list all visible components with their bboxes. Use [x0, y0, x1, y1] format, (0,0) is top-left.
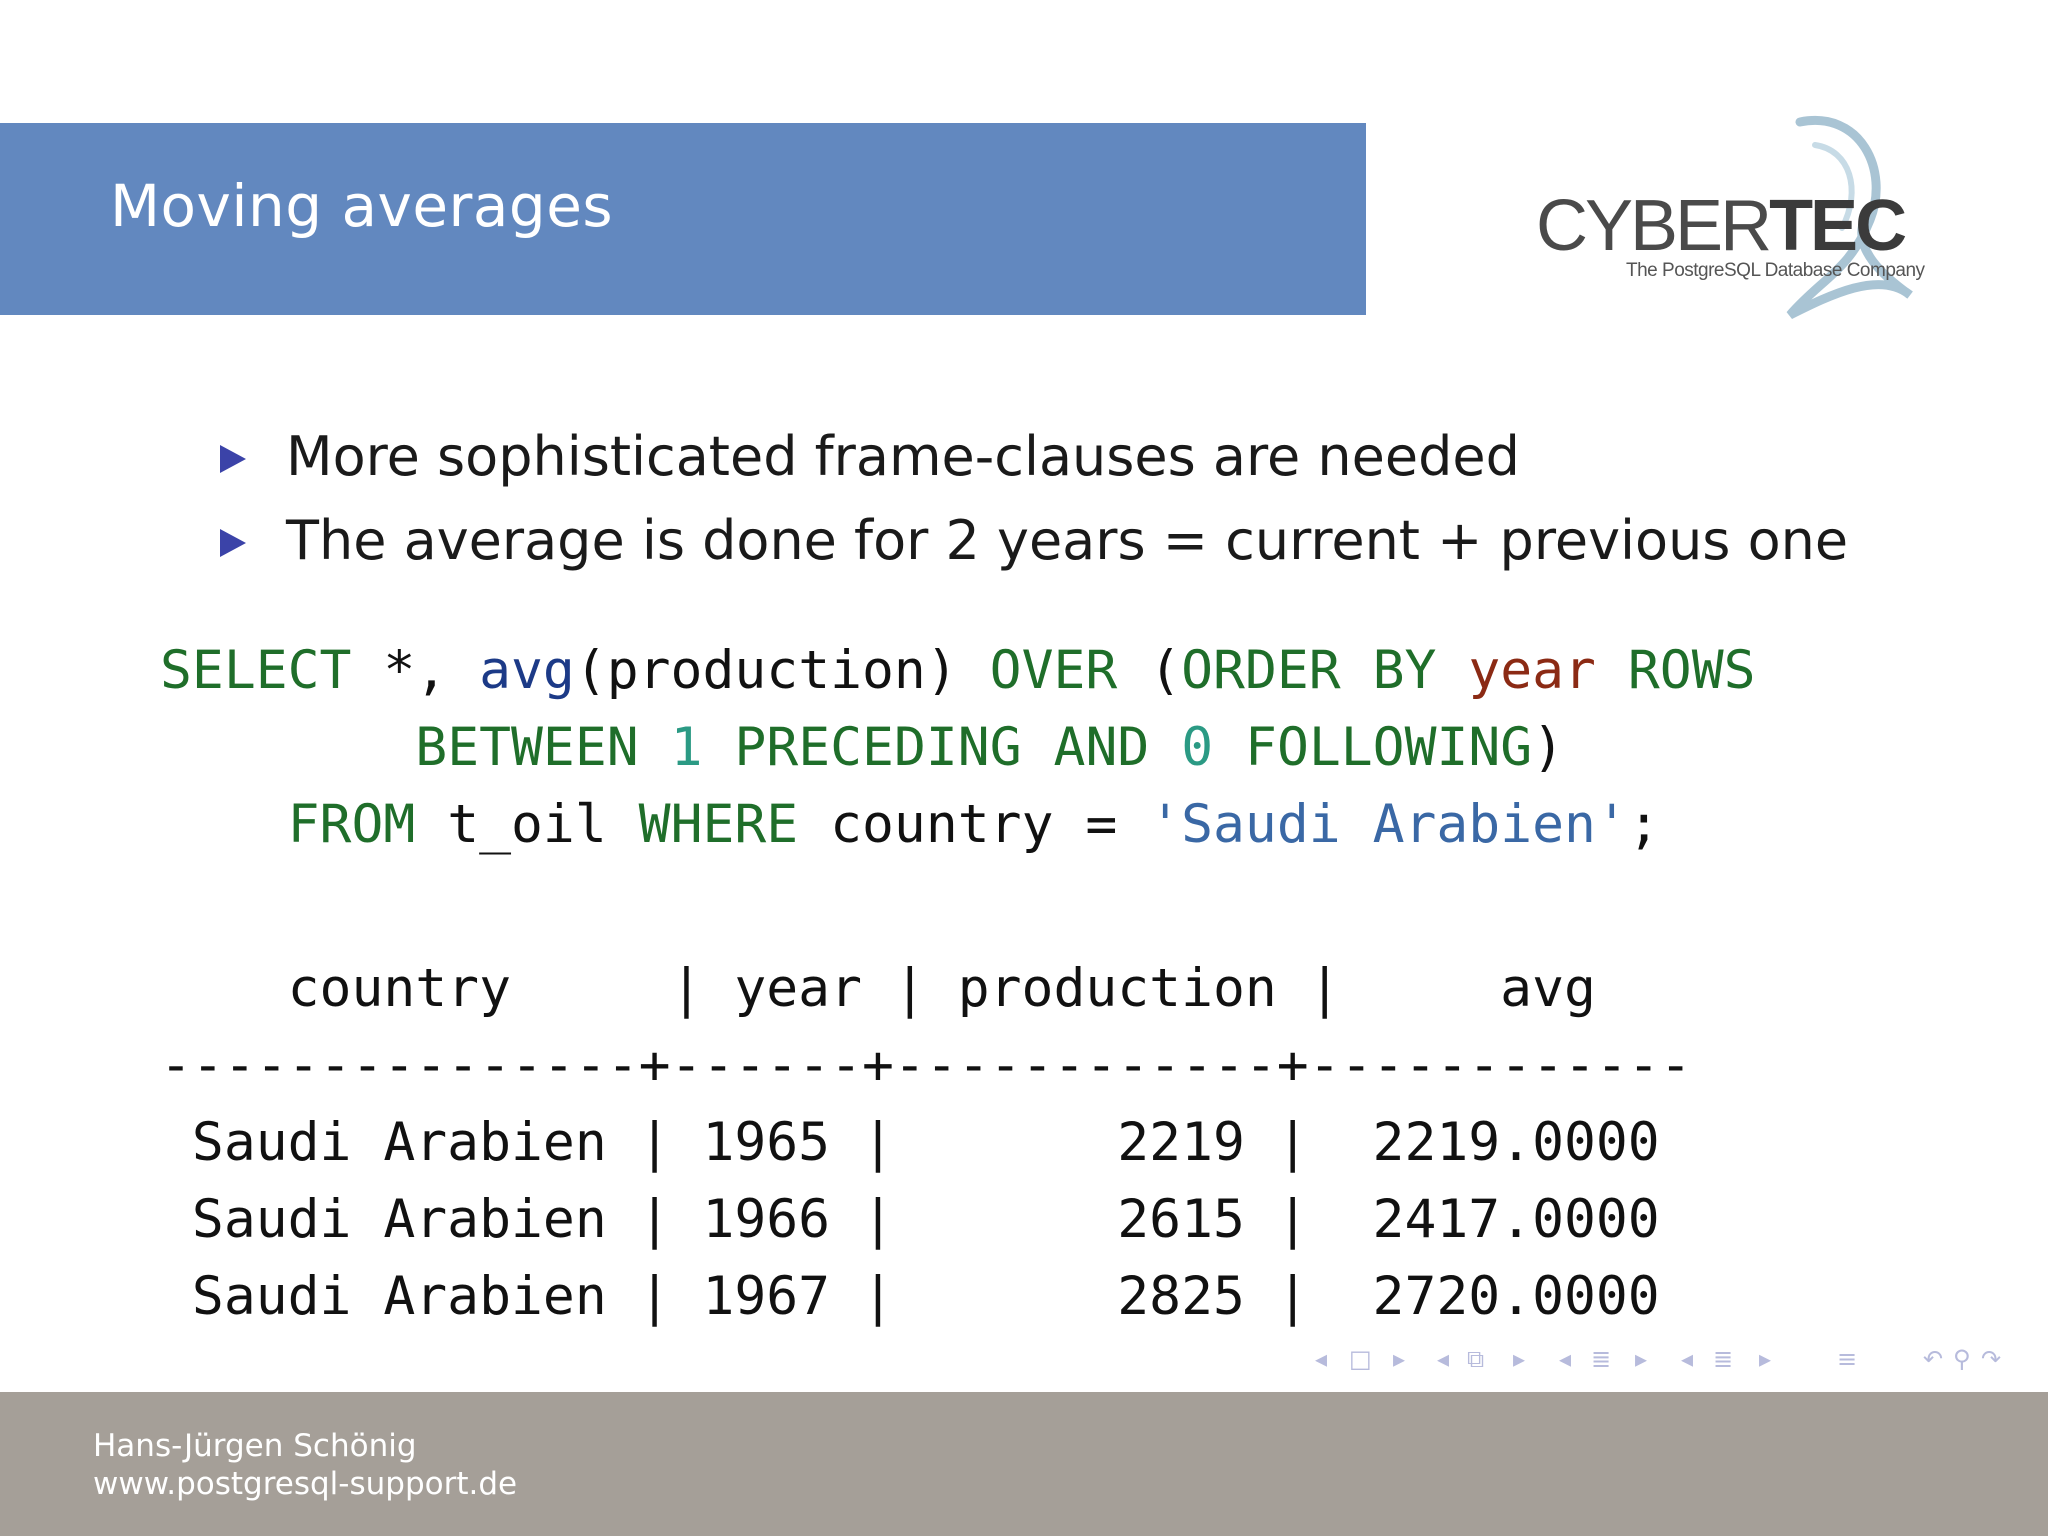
- code-text: [639, 717, 671, 778]
- code-keyword: SELECT: [160, 640, 352, 701]
- nav-left-icon[interactable]: ◂: [1315, 1345, 1328, 1373]
- nav-right-icon[interactable]: ▸: [1759, 1345, 1772, 1373]
- outline-icon[interactable]: ≡: [1837, 1345, 1858, 1373]
- result-row: Saudi Arabien | 1965 | 2219 | 2219.0000: [160, 1112, 1660, 1173]
- logo-swirl-icon: CYBERTEC The PostgreSQL Database Company: [1536, 116, 1926, 320]
- result-row: Saudi Arabien | 1966 | 2615 | 2417.0000: [160, 1189, 1660, 1250]
- svg-text:The PostgreSQL Database Compan: The PostgreSQL Database Company: [1626, 260, 1926, 281]
- code-text: ;: [1627, 794, 1660, 855]
- section-icon[interactable]: ≣: [1713, 1345, 1734, 1373]
- code-number: 1: [670, 717, 703, 778]
- code-text: (: [1117, 640, 1182, 701]
- bullet-item: More sophisticated frame-clauses are nee…: [220, 415, 1848, 499]
- redo-icon[interactable]: ↷: [1981, 1345, 2002, 1373]
- code-keyword: AND: [1053, 717, 1150, 778]
- code-text: ): [1532, 717, 1565, 778]
- nav-left-icon[interactable]: ◂: [1559, 1345, 1572, 1373]
- nav-left-icon[interactable]: ◂: [1681, 1345, 1694, 1373]
- frame-icon[interactable]: □: [1349, 1345, 1372, 1373]
- code-text: country =: [798, 794, 1150, 855]
- nav-left-icon[interactable]: ◂: [1437, 1345, 1450, 1373]
- code-text: [703, 717, 735, 778]
- title-bar: [0, 123, 1366, 315]
- code-keyword: PRECEDING: [734, 717, 1022, 778]
- code-text: [1596, 640, 1628, 701]
- bullet-text: The average is done for 2 years = curren…: [286, 509, 1849, 572]
- code-text: *,: [351, 640, 480, 701]
- beamer-navigation: ◂ □ ▸ ◂ ⧉ ▸ ◂ ≣ ▸ ◂ ≣ ▸ ≡ ↶ ⚲ ↷: [1315, 1345, 2035, 1375]
- svg-text:CYBERTEC: CYBERTEC: [1536, 186, 1906, 266]
- code-text: [1022, 717, 1054, 778]
- code-indent: [160, 717, 415, 778]
- search-icon[interactable]: ⚲: [1953, 1345, 1971, 1373]
- code-keyword: FOLLOWING: [1245, 717, 1533, 778]
- bullet-item: The average is done for 2 years = curren…: [220, 499, 1848, 583]
- nav-right-icon[interactable]: ▸: [1393, 1345, 1406, 1373]
- code-line: BETWEEN 1 PRECEDING AND 0 FOLLOWING): [160, 709, 1756, 786]
- triangle-bullet-icon: [220, 445, 246, 473]
- undo-icon[interactable]: ↶: [1923, 1345, 1944, 1373]
- code-text: (production): [574, 640, 990, 701]
- code-text: [1213, 717, 1245, 778]
- bullet-text: More sophisticated frame-clauses are nee…: [286, 425, 1520, 488]
- section-icon[interactable]: ≣: [1591, 1345, 1612, 1373]
- triangle-bullet-icon: [220, 529, 246, 557]
- code-keyword: OVER: [989, 640, 1118, 701]
- footer-website: www.postgresql-support.de: [93, 1466, 518, 1502]
- code-keyword: WHERE: [638, 794, 799, 855]
- nav-right-icon[interactable]: ▸: [1635, 1345, 1648, 1373]
- code-function: avg: [479, 640, 575, 701]
- code-keyword: ROWS: [1627, 640, 1756, 701]
- result-row: Saudi Arabien | 1967 | 2825 | 2720.0000: [160, 1266, 1660, 1327]
- code-text: [1436, 640, 1468, 701]
- footer-bar: Hans-Jürgen Schönig www.postgresql-suppo…: [0, 1392, 2048, 1536]
- code-line: SELECT *, avg(production) OVER (ORDER BY…: [160, 632, 1756, 709]
- code-indent: [160, 794, 288, 855]
- subsection-icon[interactable]: ⧉: [1467, 1345, 1485, 1373]
- code-keyword: FROM: [287, 794, 416, 855]
- code-keyword: ORDER BY: [1181, 640, 1437, 701]
- footer-author: Hans-Jürgen Schönig: [93, 1428, 417, 1464]
- code-keyword: BETWEEN: [415, 717, 639, 778]
- bullet-list: More sophisticated frame-clauses are nee…: [220, 415, 1848, 583]
- sql-code-block: SELECT *, avg(production) OVER (ORDER BY…: [160, 632, 1756, 863]
- code-text: [1149, 717, 1181, 778]
- code-column: year: [1468, 640, 1596, 701]
- nav-right-icon[interactable]: ▸: [1513, 1345, 1526, 1373]
- code-string: 'Saudi Arabien': [1149, 794, 1628, 855]
- code-number: 0: [1181, 717, 1214, 778]
- code-text: t_oil: [415, 794, 639, 855]
- result-header: country | year | production | avg: [160, 958, 1596, 1019]
- query-result: country | year | production | avg -------…: [160, 950, 1692, 1335]
- code-line: FROM t_oil WHERE country = 'Saudi Arabie…: [160, 786, 1756, 863]
- cybertec-logo: CYBERTEC The PostgreSQL Database Company: [1530, 110, 2000, 340]
- slide-title: Moving averages: [110, 172, 614, 240]
- result-separator: ---------------+------+------------+----…: [160, 1035, 1692, 1096]
